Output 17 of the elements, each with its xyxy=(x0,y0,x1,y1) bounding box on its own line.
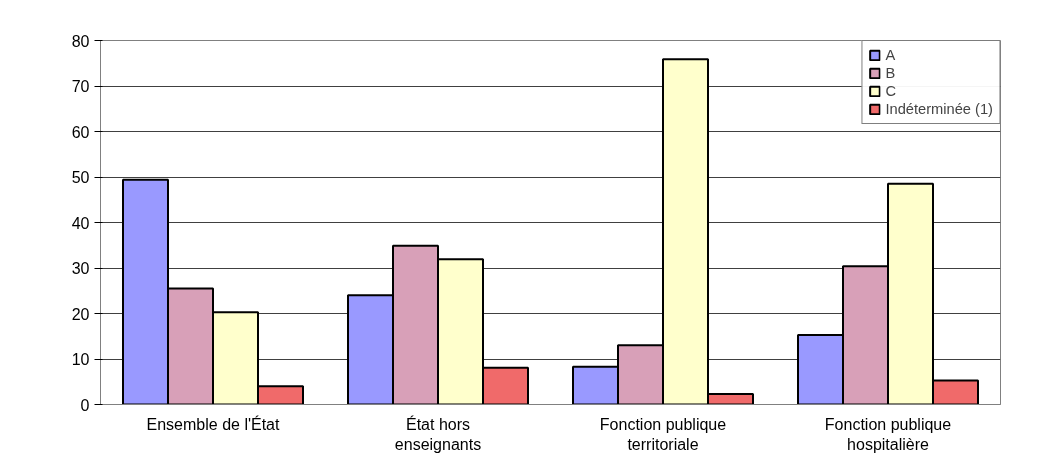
y-tick-label: 0 xyxy=(80,396,90,414)
y-tick-label: 40 xyxy=(71,214,90,232)
x-tick-label: Ensemble de l'État xyxy=(146,414,281,433)
y-tick-label: 30 xyxy=(71,260,90,277)
legend-label: C xyxy=(885,83,898,99)
y-tick-label: 10 xyxy=(71,351,90,368)
y-tick-label: 80 xyxy=(71,32,90,50)
y-tick-label: 20 xyxy=(71,305,90,323)
legend-label: B xyxy=(885,65,897,81)
x-tick-label: Fonction publique hospitalière xyxy=(824,415,952,453)
y-tick-label: 60 xyxy=(71,123,90,141)
x-tick-label: État hors enseignants xyxy=(394,414,482,453)
y-tick-label: 50 xyxy=(71,169,90,186)
x-tick-label: Fonction publique territoriale xyxy=(599,415,727,453)
legend-label: A xyxy=(885,47,897,63)
legend-label: Indéterminée (1) xyxy=(885,101,993,117)
y-tick-label: 70 xyxy=(71,78,90,95)
